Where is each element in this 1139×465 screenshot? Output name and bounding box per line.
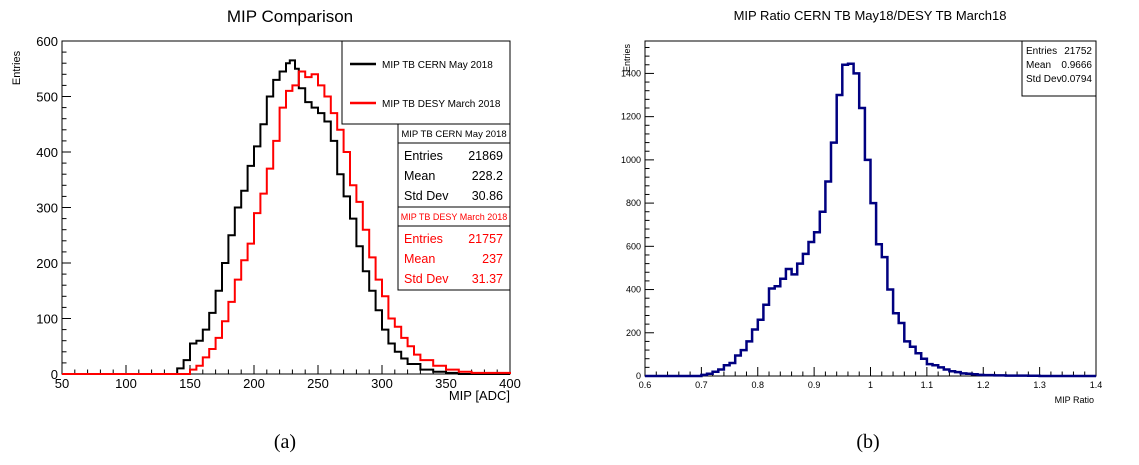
legend-label-desy: MIP TB DESY March 2018	[382, 99, 501, 110]
x-tick-label: 300	[371, 376, 393, 391]
legend-label-cern: MIP TB CERN May 2018	[382, 60, 493, 71]
stats-value: 31.37	[472, 272, 503, 286]
x-axis-label-b: MIP Ratio	[1055, 395, 1094, 405]
x-axis-label-a: MIP [ADC]	[449, 388, 510, 403]
stats-value: 21752	[1064, 46, 1092, 57]
y-tick-label: 800	[626, 198, 641, 208]
x-tick-label: 1.2	[977, 380, 990, 390]
x-tick-label: 0.6	[639, 380, 652, 390]
stats-value: 0.0794	[1061, 74, 1092, 85]
stats-value: 0.9666	[1061, 60, 1092, 71]
x-tick-label: 200	[243, 376, 265, 391]
stats-key: Std Dev	[404, 272, 449, 286]
x-tick-label: 0.9	[808, 380, 821, 390]
stats-box-desy: MIP TB DESY March 2018 Entries 21757 Mea…	[398, 207, 510, 290]
y-tick-label: 500	[36, 90, 58, 105]
caption-b: (b)	[856, 431, 879, 453]
x-tick-label: 150	[179, 376, 201, 391]
chart-title-a: MIP Comparison	[227, 7, 353, 26]
stats-value: 21869	[468, 149, 503, 163]
y-tick-label: 0	[636, 371, 641, 381]
panel-b: MIP Ratio CERN TB May18/DESY TB March18 …	[621, 8, 1102, 453]
stats-key: Mean	[404, 252, 435, 266]
chart-title-b: MIP Ratio CERN TB May18/DESY TB March18	[734, 8, 1007, 23]
stats-value: 228.2	[472, 169, 503, 183]
stats-key: Std Dev	[1026, 74, 1062, 85]
y-tick-label: 100	[36, 312, 58, 327]
y-tick-label: 200	[626, 328, 641, 338]
y-axis-label-a: Entries	[11, 50, 23, 85]
x-tick-label: 0.8	[751, 380, 764, 390]
y-tick-label: 400	[626, 285, 641, 295]
stats-value: 30.86	[472, 189, 503, 203]
x-tick-label: 1.3	[1033, 380, 1046, 390]
x-tick-label: 1.1	[921, 380, 934, 390]
stats-title-desy: MIP TB DESY March 2018	[401, 212, 508, 222]
panel-a: MIP Comparison 50 100 150 200 250 300 350 40001…	[11, 7, 521, 453]
stats-key: Std Dev	[404, 189, 449, 203]
x-tick-label: 1.4	[1090, 380, 1103, 390]
x-tick-label: 250	[307, 376, 329, 391]
y-tick-label: 1000	[621, 155, 641, 165]
stats-key: Entries	[1026, 46, 1057, 57]
y-tick-label: 200	[36, 256, 58, 271]
stats-box-ratio: Entries 21752 Mean 0.9666 Std Dev 0.0794	[1022, 41, 1096, 96]
legend-a: MIP TB CERN May 2018 MIP TB DESY March 2…	[342, 41, 510, 124]
caption-a: (a)	[274, 431, 296, 453]
y-tick-label: 600	[36, 34, 58, 49]
legend-box-a	[342, 41, 510, 124]
stats-key: Entries	[404, 232, 443, 246]
stats-key: Mean	[404, 169, 435, 183]
y-tick-label: 600	[626, 241, 641, 251]
y-axis-label-b: Entries	[622, 43, 632, 72]
y-tick-label: 400	[36, 145, 58, 160]
x-tick-label: 100	[115, 376, 137, 391]
stats-value: 21757	[468, 232, 503, 246]
y-tick-label: 300	[36, 201, 58, 216]
stats-key: Entries	[404, 149, 443, 163]
x-tick-label: 0.7	[695, 380, 708, 390]
x-tick-label: 1	[868, 380, 873, 390]
stats-value: 237	[482, 252, 503, 266]
stats-key: Mean	[1026, 60, 1051, 71]
stats-box-cern: MIP TB CERN May 2018 Entries 21869 Mean …	[398, 124, 510, 207]
y-tick-label: 1200	[621, 112, 641, 122]
y-tick-label: 0	[51, 367, 58, 382]
stats-title-cern: MIP TB CERN May 2018	[401, 129, 506, 140]
